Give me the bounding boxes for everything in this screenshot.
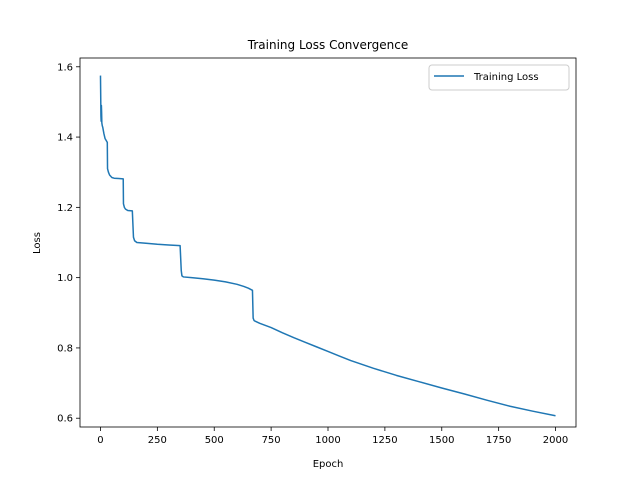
y-axis-title: Loss [32, 232, 43, 254]
x-axis-title: Epoch [313, 459, 344, 470]
y-tick-label: 0.8 [57, 343, 73, 354]
y-tick-label: 0.6 [57, 414, 73, 425]
y-tick-label: 1.0 [57, 273, 73, 284]
x-tick-label: 1000 [315, 435, 340, 446]
chart-title: Training Loss Convergence [247, 38, 408, 52]
y-tick-label: 1.2 [57, 203, 73, 214]
series-line-training-loss [99, 75, 556, 417]
x-tick-label: 0 [97, 435, 103, 446]
x-tick-label: 1500 [429, 435, 454, 446]
x-tick-label: 750 [262, 435, 281, 446]
legend: Training Loss [428, 64, 570, 91]
y-axis-ticks: 0.6 0.8 1.0 1.2 1.4 1.6 [57, 62, 80, 425]
x-tick-label: 1250 [372, 435, 397, 446]
x-tick-label: 250 [148, 435, 167, 446]
x-tick-label: 1750 [486, 435, 511, 446]
y-tick-label: 1.4 [57, 133, 73, 144]
x-tick-label: 2000 [543, 435, 568, 446]
y-tick-label: 1.6 [57, 62, 73, 73]
x-axis-ticks: 0 250 500 750 1000 1250 1500 1750 2000 [97, 427, 568, 446]
x-tick-label: 500 [205, 435, 224, 446]
legend-label-training-loss: Training Loss [473, 72, 539, 83]
legend-box [428, 64, 570, 91]
